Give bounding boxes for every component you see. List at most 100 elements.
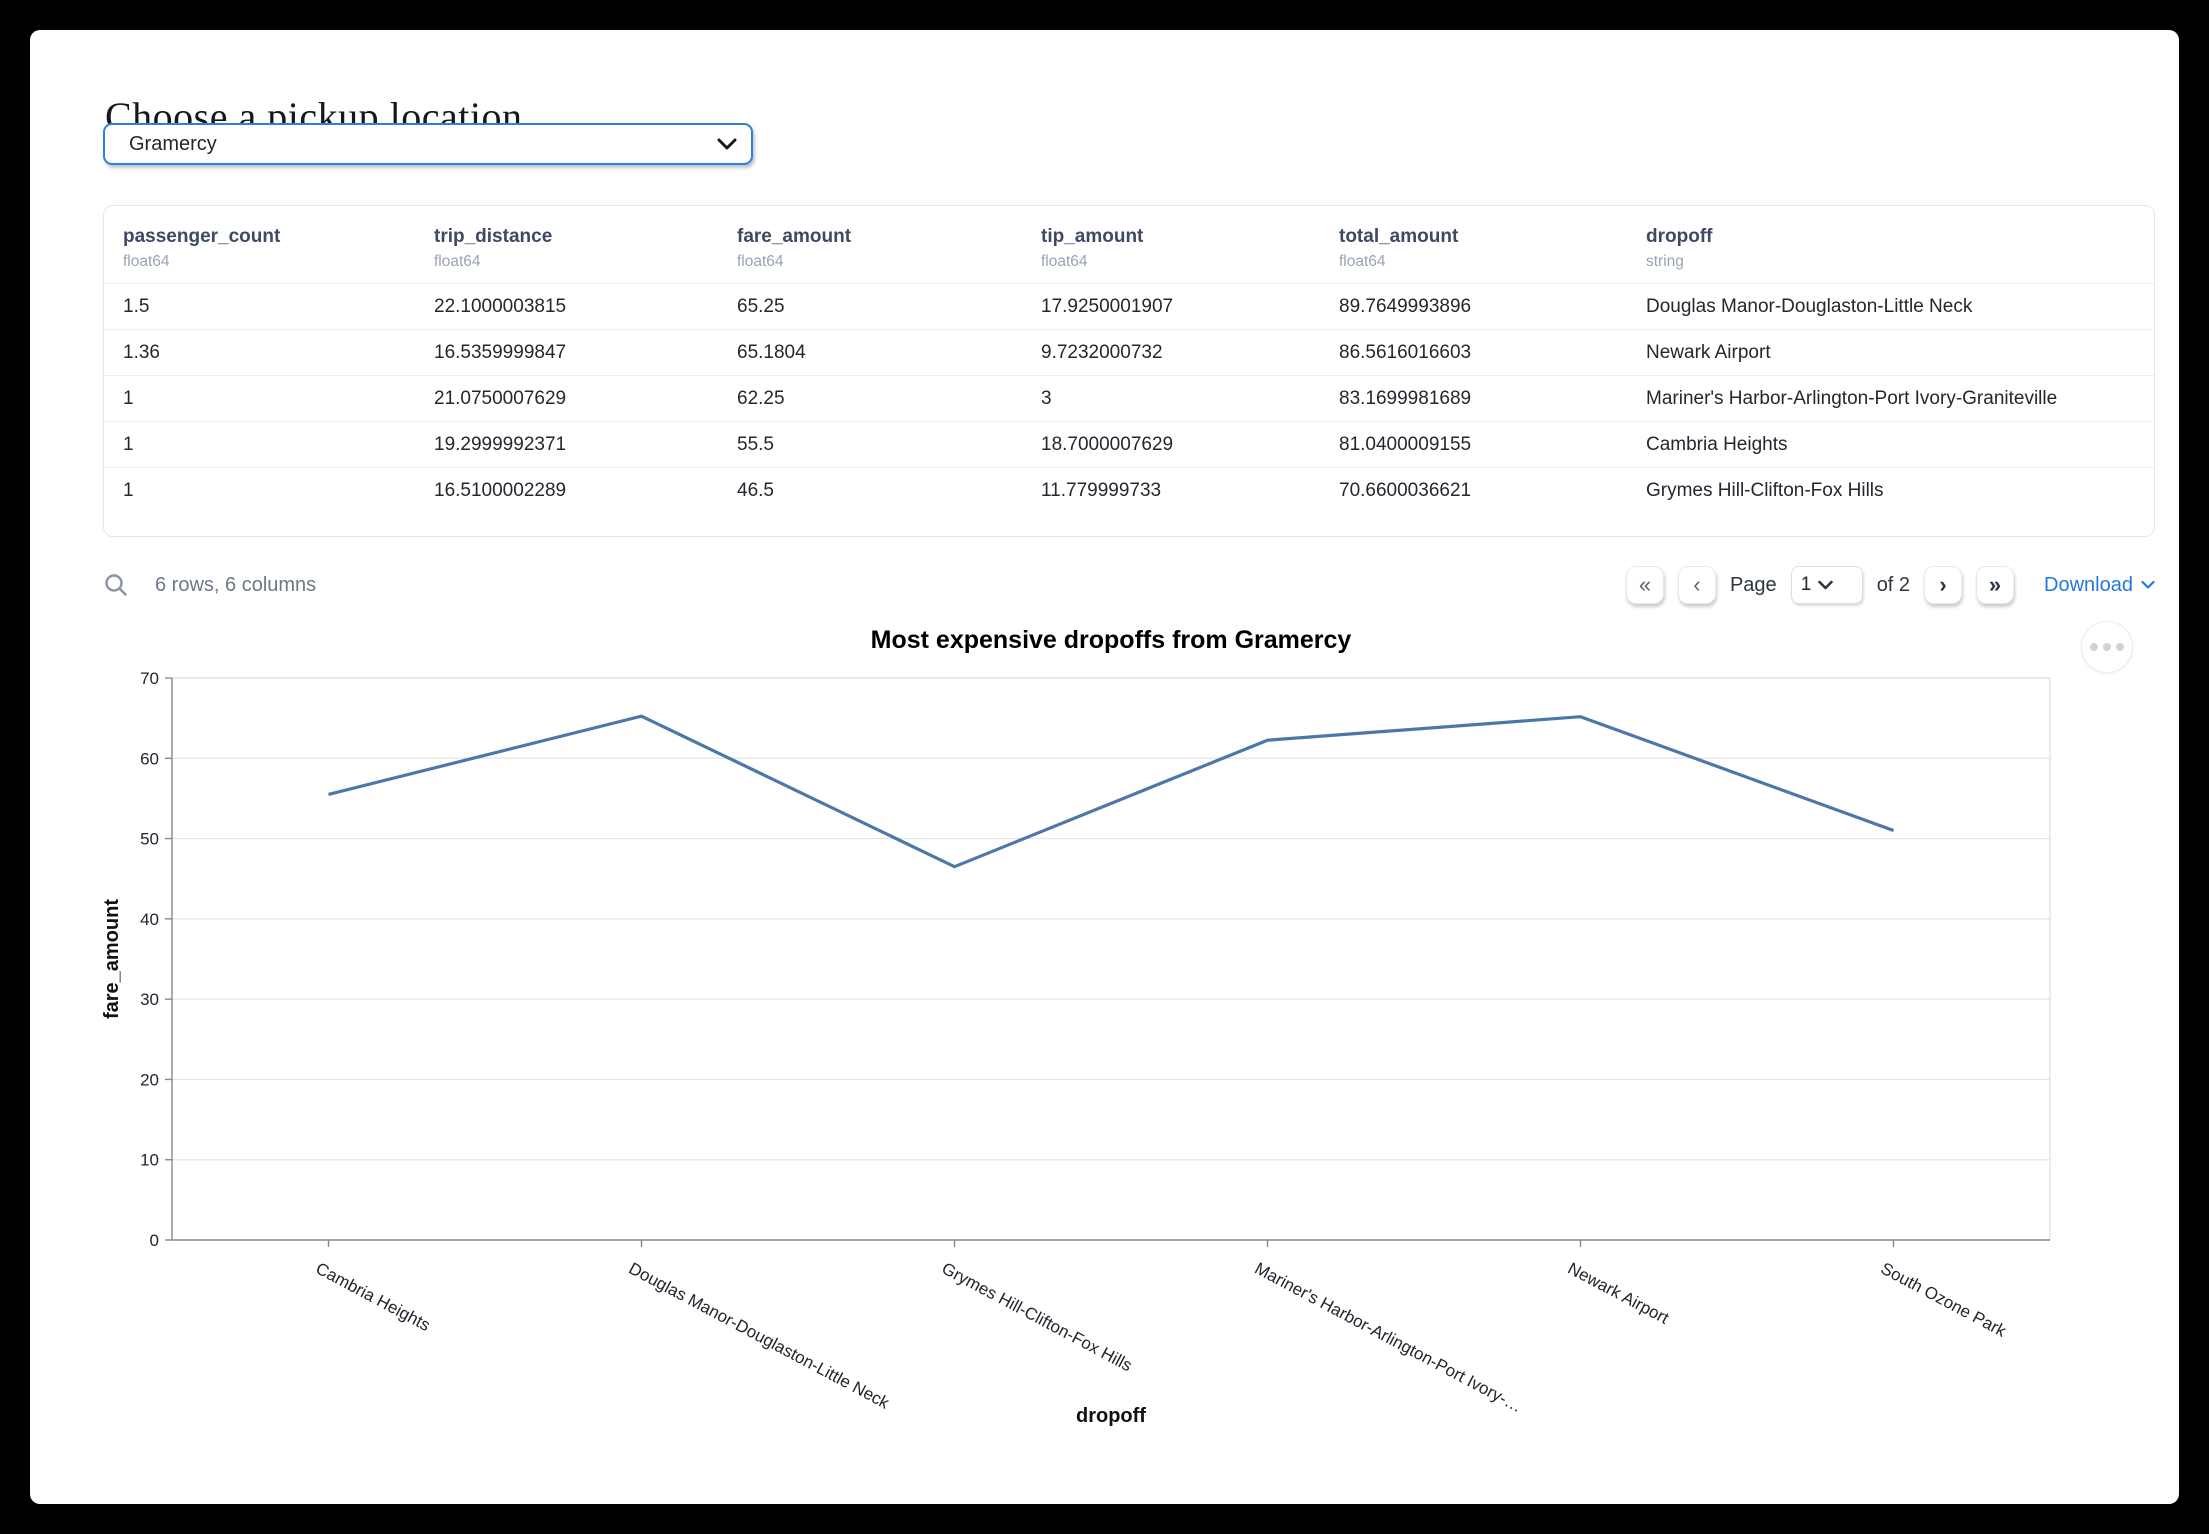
page-number-select[interactable]: 1 <box>1790 566 1863 604</box>
table-body: 1.5 22.1000003815 65.25 17.9250001907 89.764… <box>104 283 2154 513</box>
column-dtype: float64 <box>1339 253 1386 270</box>
chevron-right-icon: › <box>1939 572 1947 597</box>
table-cell: 70.6600036621 <box>1339 479 1472 501</box>
table-cell: 81.0400009155 <box>1339 433 1472 455</box>
ellipsis-icon <box>2090 643 2098 651</box>
table-cell: 17.9250001907 <box>1041 295 1174 317</box>
column-dtype: string <box>1646 253 1684 270</box>
y-tick-label: 10 <box>140 1151 159 1170</box>
chevron-down-icon <box>2141 580 2155 590</box>
page-count-label: of 2 <box>1876 573 1911 596</box>
column-header-total_amount[interactable]: total_amount float64 <box>1320 226 1627 271</box>
table-row[interactable]: 1.36 16.5359999847 65.1804 9.7232000732 86.5… <box>104 329 2154 375</box>
table-cell: 89.7649993896 <box>1339 295 1472 317</box>
table-cell: 9.7232000732 <box>1041 341 1163 363</box>
chevron-double-right-icon: » <box>1988 572 2002 597</box>
column-header-tip_amount[interactable]: tip_amount float64 <box>1022 226 1320 271</box>
y-tick-label: 0 <box>150 1231 159 1250</box>
table-cell: 46.5 <box>737 479 774 501</box>
table-cell: 1.5 <box>123 295 150 317</box>
column-header-dropoff[interactable]: dropoff string <box>1627 226 2154 271</box>
x-tick-label: South Ozone Park <box>1878 1259 2010 1341</box>
download-label: Download <box>2044 573 2133 596</box>
table-cell: 65.25 <box>737 295 785 317</box>
chart-line <box>328 714 1895 869</box>
x-tick-label: Cambria Heights <box>313 1259 434 1335</box>
chevron-double-left-icon: « <box>1638 572 1652 597</box>
y-axis-title: fare_amount <box>101 899 123 1019</box>
column-header-trip_distance[interactable]: trip_distance float64 <box>415 226 718 271</box>
x-tick-label: Newark Airport <box>1565 1259 1673 1328</box>
column-header-passenger_count[interactable]: passenger_count float64 <box>104 226 415 271</box>
table-cell: Douglas Manor-Douglaston-Little Neck <box>1646 295 1973 317</box>
table-cell: 22.1000003815 <box>434 295 567 317</box>
x-tick-label: Douglas Manor-Douglaston-Little Neck <box>626 1259 893 1413</box>
y-tick-label: 70 <box>140 669 159 688</box>
column-dtype: float64 <box>1041 253 1088 270</box>
table-cell: 1 <box>123 433 134 455</box>
table-cell: 1.36 <box>123 341 160 363</box>
search-icon <box>103 572 129 598</box>
table-row[interactable]: 1 21.0750007629 62.25 3 83.1699981689 Mariner… <box>104 375 2154 421</box>
table-cell: 16.5359999847 <box>434 341 567 363</box>
table-cell: 55.5 <box>737 433 774 455</box>
column-name: passenger_count <box>123 226 281 247</box>
column-header-fare_amount[interactable]: fare_amount float64 <box>718 226 1022 271</box>
search-button[interactable] <box>103 572 129 598</box>
column-dtype: float64 <box>737 253 784 270</box>
table-cell: 3 <box>1041 387 1052 409</box>
pickup-location-select[interactable]: Gramercy <box>103 123 753 165</box>
chevron-left-icon: ‹ <box>1693 572 1701 597</box>
column-dtype: float64 <box>434 253 481 270</box>
table-cell: 11.779999733 <box>1041 479 1162 501</box>
table-cell: Mariner's Harbor-Arlington-Port Ivory-Gr… <box>1646 387 2058 409</box>
chevron-down-icon <box>717 137 737 151</box>
row-column-summary: 6 rows, 6 columns <box>155 573 317 596</box>
column-name: trip_distance <box>434 226 553 247</box>
table-footer: 6 rows, 6 columns « ‹ Page 1 of 2 <box>103 560 2155 610</box>
plot-border <box>171 677 2051 1241</box>
column-dtype: float64 <box>123 253 170 270</box>
table-cell: 1 <box>123 387 134 409</box>
column-name: tip_amount <box>1041 226 1144 247</box>
table-cell: 19.2999992371 <box>434 433 567 455</box>
download-button[interactable]: Download <box>2044 574 2155 597</box>
table-row[interactable]: 1 16.5100002289 46.5 11.779999733 70.6600036… <box>104 467 2154 513</box>
table-cell: 21.0750007629 <box>434 387 567 409</box>
x-tick-label: Grymes Hill-Clifton-Fox Hills <box>939 1259 1136 1376</box>
prev-page-button[interactable]: ‹ <box>1677 566 1716 604</box>
y-tick-label: 50 <box>140 830 159 849</box>
content-card: Choose a pickup location Gramercy passen… <box>30 30 2179 1504</box>
table-row[interactable]: 1 19.2999992371 55.5 18.7000007629 81.040000… <box>104 421 2154 467</box>
table-cell: Grymes Hill-Clifton-Fox Hills <box>1646 479 1884 501</box>
table-cell: Newark Airport <box>1646 341 1771 363</box>
table-cell: 18.7000007629 <box>1041 433 1174 455</box>
y-tick-label: 20 <box>140 1070 159 1089</box>
column-name: fare_amount <box>737 226 852 247</box>
y-tick-label: 60 <box>140 749 159 768</box>
chevron-down-icon <box>1818 580 1834 590</box>
chart-menu-button[interactable] <box>2081 621 2133 673</box>
x-axis-title: dropoff <box>1076 1405 1146 1427</box>
table-cell: 65.1804 <box>737 341 806 363</box>
table-row[interactable]: 1.5 22.1000003815 65.25 17.9250001907 89.764… <box>104 283 2154 329</box>
y-tick-label: 40 <box>140 910 159 929</box>
last-page-button[interactable]: » <box>1976 566 2015 604</box>
table-cell: 83.1699981689 <box>1339 387 1472 409</box>
next-page-button[interactable]: › <box>1924 566 1963 604</box>
table-cell: 62.25 <box>737 387 785 409</box>
column-name: dropoff <box>1646 226 1713 247</box>
x-tick-label: Mariner's Harbor-Arlington-Port Ivory-… <box>1252 1259 1526 1417</box>
page-label: Page <box>1729 573 1777 596</box>
table-cell: Cambria Heights <box>1646 433 1788 455</box>
pickup-location-value: Gramercy <box>129 132 217 155</box>
chart-title: Most expensive dropoffs from Gramercy <box>871 626 1352 654</box>
y-tick-label: 30 <box>140 990 159 1009</box>
table-cell: 86.5616016603 <box>1339 341 1472 363</box>
table-cell: 1 <box>123 479 134 501</box>
first-page-button[interactable]: « <box>1625 566 1664 604</box>
column-name: total_amount <box>1339 226 1459 247</box>
